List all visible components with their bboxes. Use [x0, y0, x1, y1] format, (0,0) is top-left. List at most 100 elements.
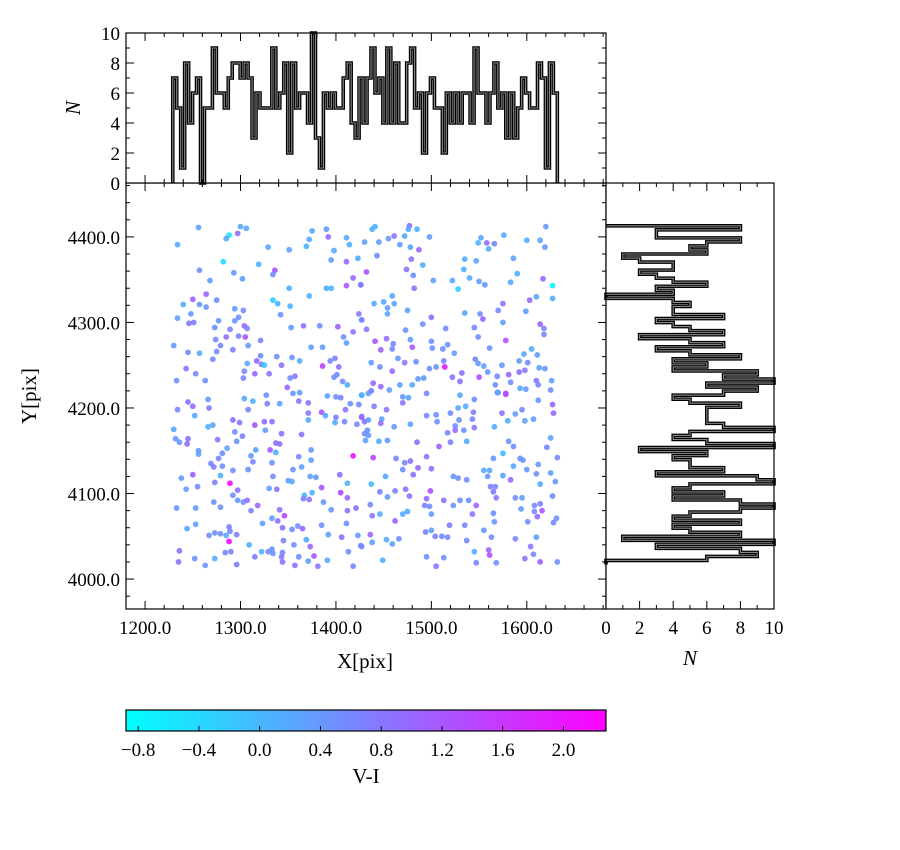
scatter-point	[444, 534, 451, 541]
scatter-point	[269, 515, 275, 522]
colorbar-label: V-I	[352, 764, 379, 788]
scatter-point	[368, 481, 375, 488]
scatter-point	[391, 423, 398, 430]
scatter-point	[379, 557, 386, 564]
scatter-point	[183, 365, 190, 372]
scatter-point	[254, 502, 261, 509]
scatter-point	[490, 455, 497, 462]
scatter-point	[243, 225, 250, 232]
scatter-point	[401, 459, 408, 466]
colorbar-gradient	[125, 709, 607, 732]
scatter-point	[227, 480, 233, 487]
scatter-point	[196, 350, 203, 357]
scatter-point	[313, 474, 319, 481]
scatter-point	[475, 334, 482, 340]
scatter-point	[461, 310, 468, 316]
scatter-point	[471, 424, 478, 431]
scatter-point	[211, 555, 218, 562]
scatter-point	[475, 239, 482, 246]
scatter-point	[265, 244, 272, 251]
scatter-point	[399, 511, 406, 517]
colorbar-tick-label: 0.4	[309, 740, 333, 761]
scatter-point	[409, 381, 416, 388]
scatter-point	[423, 495, 430, 502]
scatter-point	[350, 563, 357, 570]
scatter-point	[189, 403, 196, 410]
top-histogram-y-tick-label: 0	[111, 174, 121, 195]
scatter-point	[323, 285, 330, 292]
scatter-point	[311, 553, 317, 559]
right-histogram-step-line	[605, 225, 775, 565]
scatter-point	[451, 350, 458, 357]
scatter-point	[537, 559, 544, 565]
colorbar: −0.8 −0.4 0.0 0.4 0.8 1.2 1.6 2.0	[121, 709, 607, 761]
scatter-point	[484, 369, 491, 375]
scatter-point	[191, 555, 198, 562]
scatter-point	[504, 417, 511, 424]
scatter-point	[436, 443, 442, 450]
scatter-point	[176, 547, 183, 554]
scatter-point	[306, 236, 313, 243]
scatter-point	[533, 534, 540, 541]
scatter-point	[272, 449, 279, 456]
scatter-point	[419, 321, 426, 328]
y-axis-label: Y[pix]	[17, 368, 41, 424]
scatter-point	[463, 476, 470, 483]
right-histogram: 0 2 4 6 8 10	[601, 182, 784, 639]
scatter-point	[279, 559, 286, 565]
scatter-point	[420, 375, 427, 381]
top-histogram-y-label: N	[61, 100, 85, 116]
scatter-point	[537, 237, 544, 244]
scatter-point	[228, 548, 234, 555]
scatter-point	[251, 422, 258, 428]
scatter-point	[286, 285, 293, 292]
scatter-point	[258, 548, 265, 555]
scatter-point	[383, 406, 390, 413]
scatter-point	[441, 364, 448, 370]
scatter-point	[502, 337, 509, 344]
scatter-point	[341, 418, 348, 425]
scatter-point	[534, 513, 541, 520]
scatter-point	[343, 520, 350, 527]
scatter-point	[365, 432, 372, 439]
scatter-point	[428, 338, 435, 345]
scatter-point	[478, 234, 484, 241]
scatter-point	[542, 244, 548, 251]
top-histogram-y-tick-label: 2	[111, 144, 121, 165]
scatter-point	[210, 464, 217, 470]
y-tick-label: 4100.0	[68, 485, 120, 506]
right-histogram-x-tick-label: 10	[765, 618, 784, 639]
scatter-point	[343, 282, 350, 289]
scatter-point	[510, 255, 517, 262]
scatter-point	[500, 300, 506, 307]
scatter-point	[248, 507, 254, 514]
scatter-point	[244, 325, 251, 332]
scatter-point	[328, 506, 335, 513]
scatter-point	[323, 226, 330, 233]
scatter-point	[540, 275, 546, 282]
scatter-point	[524, 518, 531, 525]
scatter-point	[433, 563, 440, 570]
scatter-point	[250, 398, 256, 405]
scatter-point	[274, 300, 281, 307]
scatter-point	[377, 383, 384, 390]
scatter-point	[514, 270, 521, 277]
scatter-point	[521, 555, 528, 562]
scatter-point	[274, 517, 281, 524]
scatter-point	[223, 334, 230, 340]
scatter-point	[355, 401, 362, 408]
scatter-point	[269, 459, 275, 466]
scatter-point	[264, 400, 271, 407]
right-histogram-x-tick-label: 4	[668, 618, 678, 639]
scatter-point	[486, 552, 493, 559]
scatter-point	[292, 373, 298, 380]
scatter-point	[535, 381, 542, 388]
scatter-point	[194, 483, 201, 490]
scatter-point	[340, 334, 347, 340]
scatter-point	[432, 533, 439, 540]
scatter-point	[521, 367, 528, 374]
scatter-point	[423, 390, 430, 397]
scatter-point	[338, 534, 345, 541]
scatter-point	[444, 341, 451, 348]
